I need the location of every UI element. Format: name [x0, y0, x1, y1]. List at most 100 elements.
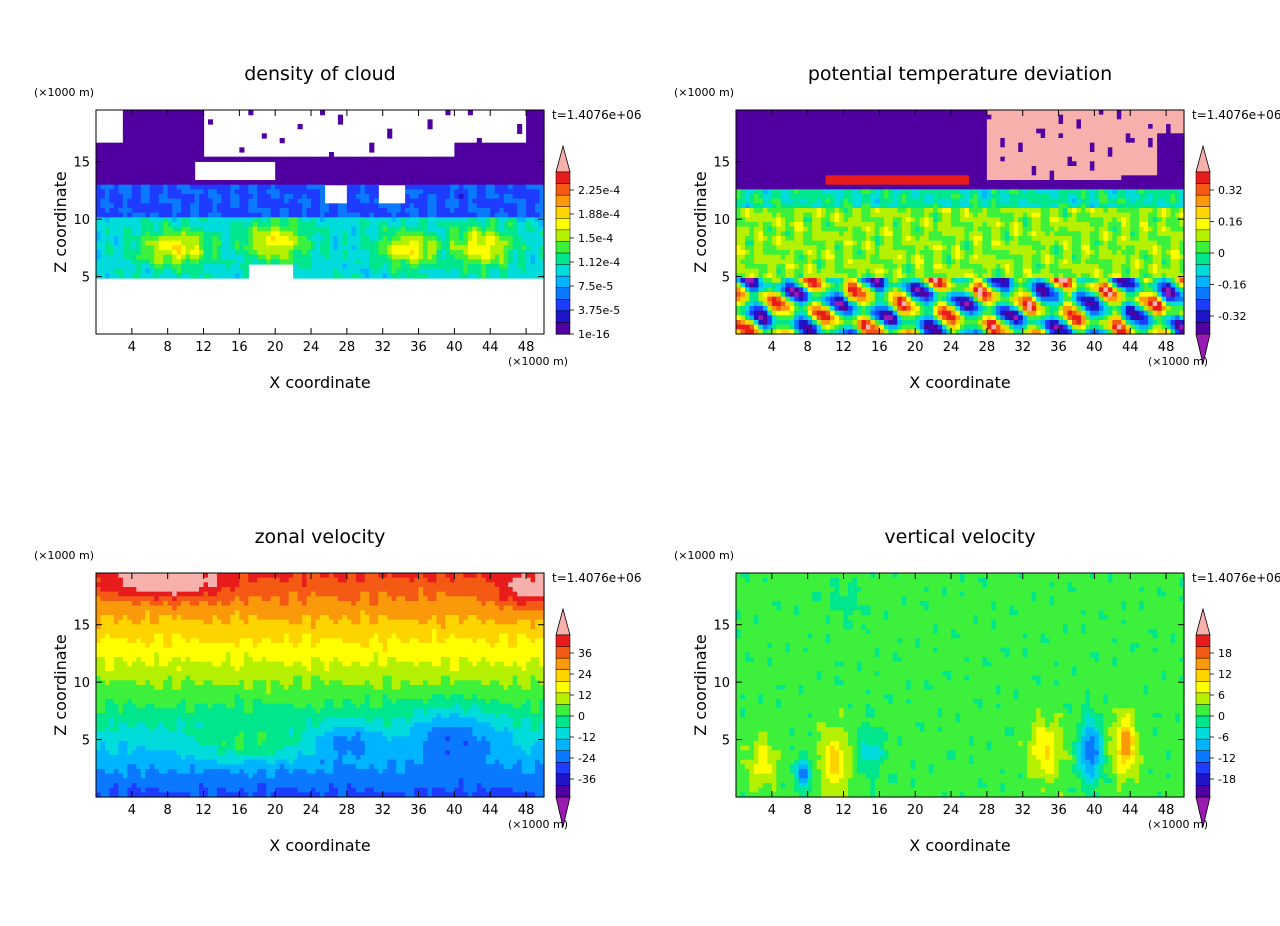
field-cell	[252, 194, 258, 200]
field-cell	[118, 264, 124, 270]
field-cell	[154, 268, 160, 274]
field-cell	[897, 208, 903, 214]
field-cell	[821, 184, 827, 190]
field-cell	[933, 175, 939, 181]
field-cell	[740, 114, 746, 120]
field-cell	[131, 124, 137, 130]
field-cell	[230, 222, 236, 228]
field-cell	[512, 259, 518, 265]
field-cell	[535, 147, 541, 153]
field-cell	[919, 203, 925, 209]
field-cell	[328, 161, 335, 167]
field-cell	[476, 250, 482, 256]
field-cell	[149, 166, 155, 172]
field-cell	[454, 236, 460, 242]
field-cell	[776, 133, 782, 139]
field-cell	[1152, 128, 1158, 134]
field-cell	[762, 203, 768, 209]
field-cell	[230, 198, 236, 204]
field-cell	[744, 203, 751, 209]
field-cell	[136, 110, 142, 116]
field-cell	[1121, 124, 1127, 130]
field-cell	[1103, 128, 1109, 134]
field-cell	[346, 175, 352, 181]
field-cell	[1036, 119, 1042, 125]
field-cell	[360, 245, 366, 251]
field-cell	[816, 114, 822, 120]
field-cell	[539, 133, 545, 139]
field-cell	[919, 133, 925, 139]
field-cell	[1009, 133, 1015, 139]
field-cell	[203, 250, 209, 256]
field-cell	[888, 170, 894, 176]
field-cell	[400, 226, 406, 232]
field-cell	[463, 222, 469, 228]
field-cell	[297, 254, 303, 260]
field-cell	[113, 231, 119, 237]
field-cell	[230, 250, 236, 256]
field-cell	[458, 208, 464, 214]
field-cell	[181, 250, 187, 256]
field-cell	[181, 170, 187, 176]
time-label: t=1.4076e+06	[552, 108, 641, 122]
field-cell	[140, 273, 146, 279]
field-cell	[928, 161, 934, 167]
field-cell	[145, 222, 151, 228]
field-cell	[423, 254, 429, 260]
field-cell	[445, 208, 451, 214]
field-cell	[279, 212, 285, 218]
field-cell	[230, 194, 236, 200]
field-cell	[1157, 152, 1163, 158]
field-cell	[230, 189, 236, 195]
field-cell	[736, 208, 742, 214]
field-cell	[414, 231, 420, 237]
field-cell	[517, 259, 523, 265]
field-cell	[414, 161, 420, 167]
field-cell	[1094, 184, 1100, 190]
field-cell	[360, 226, 366, 232]
field-cell	[185, 152, 191, 158]
field-cell	[503, 184, 509, 190]
field-cell	[208, 189, 214, 195]
field-cell	[203, 226, 209, 232]
field-cell	[789, 152, 795, 158]
field-cell	[154, 138, 160, 144]
field-cell	[225, 189, 231, 195]
field-cell	[1125, 110, 1131, 116]
field-cell	[104, 198, 111, 204]
field-cell	[485, 208, 491, 214]
field-cell	[865, 198, 871, 204]
field-cell	[955, 175, 961, 181]
field-cell	[140, 245, 146, 251]
field-cell	[762, 128, 768, 134]
field-cell	[131, 166, 137, 172]
field-cell	[803, 128, 809, 134]
field-cell	[145, 268, 151, 274]
colorbar-swatch	[555, 322, 571, 335]
field-cell	[1063, 128, 1069, 134]
field-cell	[436, 217, 442, 223]
field-cell	[942, 156, 948, 162]
field-cell	[1098, 180, 1104, 186]
field-cell	[364, 245, 370, 251]
colorbar: 2.25e-41.88e-41.5e-41.12e-47.5e-53.75e-5…	[555, 144, 620, 341]
field-cell	[848, 119, 854, 125]
field-cell	[360, 198, 366, 204]
field-cell	[1098, 156, 1104, 162]
field-cell	[1085, 175, 1091, 181]
field-cell	[288, 194, 294, 200]
field-cell	[154, 175, 160, 181]
field-cell	[203, 273, 209, 279]
field-cell	[1094, 138, 1100, 144]
field-cell	[172, 250, 178, 256]
field-cell	[924, 142, 930, 148]
field-cell	[337, 170, 343, 176]
field-cell	[163, 245, 169, 251]
field-cell	[789, 170, 795, 176]
field-cell	[852, 133, 858, 139]
field-cell	[293, 161, 299, 167]
field-cell	[400, 208, 406, 214]
field-cell	[852, 170, 858, 176]
field-cell	[991, 198, 997, 204]
field-cell	[816, 110, 822, 116]
